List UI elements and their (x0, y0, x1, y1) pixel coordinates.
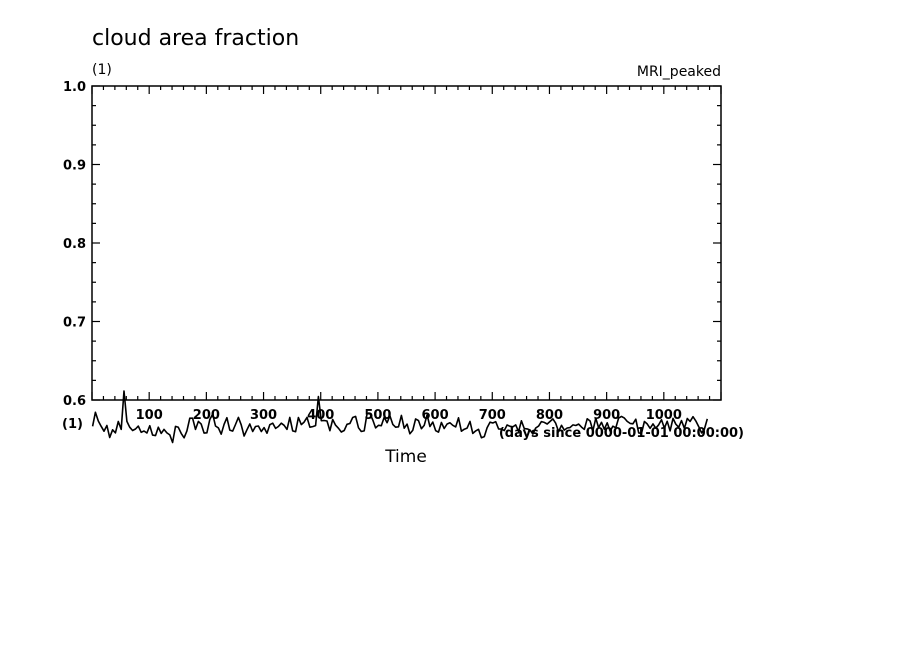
series-line (91, 390, 709, 444)
y-tick-label: 0.9 (63, 159, 86, 174)
x-tick-label: 700 (479, 408, 506, 423)
x-tick-label: 100 (136, 408, 163, 423)
y-axis-units-lower: (1) (62, 417, 83, 432)
x-tick-label: 1000 (646, 408, 682, 423)
plot-frame (91, 85, 722, 401)
x-axis-title: Time (384, 447, 427, 467)
y-axis-units: (1) (92, 62, 112, 78)
y-tick-label: 0.6 (63, 394, 86, 409)
y-tick-label: 1.0 (63, 80, 86, 95)
dataset-label: MRI_peaked (637, 64, 721, 80)
chart-title: cloud area fraction (92, 26, 299, 51)
x-tick-label: 300 (250, 408, 277, 423)
y-axis: 0.6 0.7 0.8 0.9 1.0 (63, 80, 721, 409)
y-tick-label: 0.7 (63, 316, 86, 331)
x-axis: 100 200 300 400 500 600 700 800 900 1000 (91, 86, 722, 423)
x-tick-label: 200 (193, 408, 220, 423)
y-tick-label: 0.8 (63, 237, 86, 252)
x-tick-label: 800 (536, 408, 563, 423)
x-tick-label: 900 (593, 408, 620, 423)
